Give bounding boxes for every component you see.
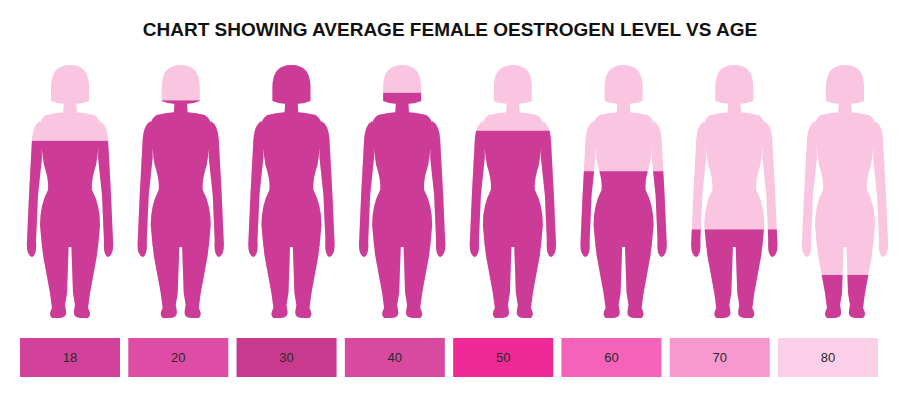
silhouette [802,121,817,257]
chart-root: CHART SHOWING AVERAGE FEMALE OESTROGEN L… [0,0,900,399]
figure [574,65,674,318]
level-fill [241,65,341,318]
silhouette [826,65,864,104]
figure [241,65,341,318]
figure [463,65,563,318]
age-box [453,338,553,377]
age-label: 18 [63,350,77,365]
age-label: 20 [171,350,185,365]
age-label: 70 [712,350,726,365]
age-label: 30 [279,350,293,365]
level-fill [20,141,120,318]
age-box [128,338,228,377]
age-box [778,338,878,377]
silhouette [494,65,532,104]
chart-svg: CHART SHOWING AVERAGE FEMALE OESTROGEN L… [0,0,900,399]
age-label: 40 [388,350,402,365]
age-box [237,338,337,377]
level-fill [574,171,674,318]
silhouette [703,112,765,247]
age-box [561,338,661,377]
figure [131,65,231,318]
silhouette [814,112,876,247]
age-label: 80 [821,350,835,365]
age-label: 60 [604,350,618,365]
silhouette [873,121,888,257]
age-label: 50 [496,350,510,365]
level-fill [463,131,563,318]
level-fill [684,229,784,318]
title: CHART SHOWING AVERAGE FEMALE OESTROGEN L… [143,19,757,40]
figure [795,65,895,318]
silhouette [605,65,643,104]
level-fill [795,275,895,318]
level-fill [352,93,452,318]
figure [684,65,784,318]
age-box [345,338,445,377]
silhouette [715,65,753,104]
figure [352,65,452,318]
level-fill [131,100,231,318]
age-box [20,338,120,377]
figure [20,65,120,318]
age-box [670,338,770,377]
silhouette [162,65,200,104]
silhouette [51,65,89,104]
